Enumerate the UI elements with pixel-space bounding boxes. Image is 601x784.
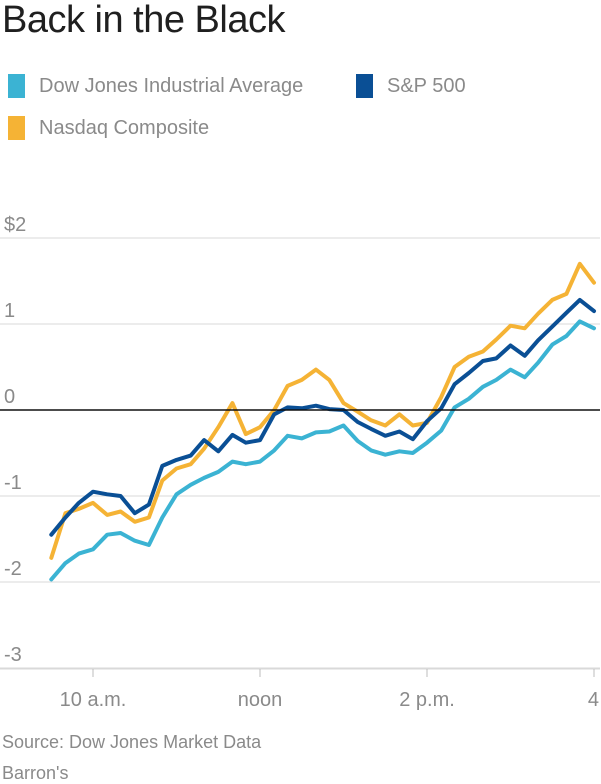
legend-swatch-nasdaq bbox=[8, 116, 25, 140]
legend-item-sp500: S&P 500 bbox=[356, 74, 466, 98]
x-tick-label: 4 bbox=[588, 689, 599, 711]
credit-note: Barron's bbox=[2, 763, 69, 783]
legend-label-nasdaq: Nasdaq Composite bbox=[39, 116, 210, 139]
chart-title: Back in the Black bbox=[2, 0, 285, 41]
x-tick-label: noon bbox=[238, 689, 283, 711]
source-note: Source: Dow Jones Market Data bbox=[2, 732, 262, 752]
series-line-dow bbox=[49, 319, 596, 582]
legend-item-dow: Dow Jones Industrial Average bbox=[8, 74, 303, 98]
y-tick-label: -1 bbox=[4, 472, 22, 494]
y-tick-label: -3 bbox=[4, 644, 22, 666]
x-axis: 10 a.m. noon 2 p.m. 4 bbox=[0, 668, 600, 711]
x-tick-label: 10 a.m. bbox=[60, 689, 127, 711]
series-lines bbox=[49, 261, 596, 582]
x-tick-label: 2 p.m. bbox=[399, 689, 455, 711]
legend-swatch-dow bbox=[8, 74, 25, 98]
y-tick-label: $2 bbox=[4, 214, 26, 236]
legend-label-sp500: S&P 500 bbox=[387, 74, 466, 97]
legend-label-dow: Dow Jones Industrial Average bbox=[39, 74, 304, 97]
y-tick-label: 1 bbox=[4, 300, 15, 322]
series-line-sp500 bbox=[49, 297, 596, 537]
grid: $2 1 0 -1 -2 -3 bbox=[0, 214, 600, 669]
y-tick-label: 0 bbox=[4, 386, 15, 408]
legend-swatch-sp500 bbox=[356, 74, 373, 98]
series-line-nasdaq bbox=[49, 261, 596, 560]
legend-item-nasdaq: Nasdaq Composite bbox=[8, 116, 209, 140]
y-tick-label: -2 bbox=[4, 558, 22, 580]
